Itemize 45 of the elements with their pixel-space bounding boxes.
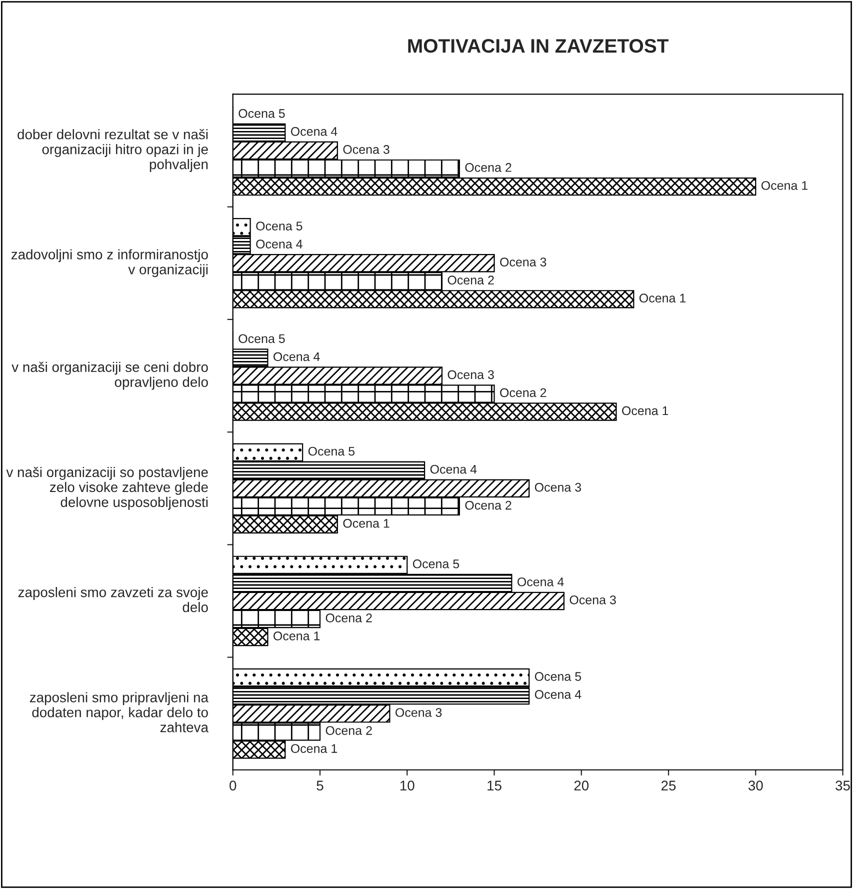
text: Ocena 2 (326, 613, 372, 622)
series-label: Ocena 2 (500, 388, 546, 398)
text: Ocena 3 (534, 482, 582, 492)
text: Ocena 2 (465, 500, 512, 510)
text: Ocena 3 (448, 370, 494, 380)
text: Ocena 4 (534, 690, 582, 699)
text: Ocena 4 (274, 352, 320, 362)
text: Ocena 4 (256, 240, 302, 248)
x-tick-label: 30 (748, 780, 763, 790)
series-label: Ocena 3 (500, 258, 546, 266)
text: Ocena 1 (761, 181, 808, 190)
x-tick-label: 20 (574, 780, 589, 790)
text: Ocena 4 (518, 577, 564, 586)
text: Ocena 2 (465, 163, 512, 172)
text: Ocena 3 (343, 145, 390, 154)
x-tick-label: 15 (488, 780, 502, 790)
text: Ocena 5 (238, 334, 285, 344)
text: Ocena 2 (448, 276, 494, 285)
text: Ocena 1 (274, 632, 320, 640)
x-tick-label: 10 (400, 780, 414, 790)
text: Ocena 4 (430, 464, 477, 474)
x-tick-label: 5 (316, 780, 324, 790)
chart-title: MOTIVACIJA IN ZAVZETOST (408, 38, 669, 53)
series-label: Ocena 5 (308, 446, 355, 456)
y-tick-label: zadovoljni smo z informiranostjo v organizaciji (11, 249, 208, 278)
y-tick-label: zaposleni smo zavzeti za svoje delo (18, 587, 208, 612)
y-tick-label: zaposleni smo pripravljeni na dodaten napor, kadar delo to zahteva (30, 692, 208, 732)
y-tick-label: v naši organizaciji se ceni dobro opravljeno delo (12, 362, 208, 390)
series-label: Ocena 1 (622, 406, 668, 416)
text: Ocena 5 (238, 109, 285, 118)
text: Ocena 3 (570, 595, 616, 604)
text: Ocena 5 (256, 222, 302, 230)
y-tick-label: v naši organizaciji so postavljene zelo visoke zahteve glede delovne usposobljenosti (6, 466, 208, 510)
text: Ocena 5 (534, 672, 582, 681)
text: Ocena 1 (639, 294, 686, 303)
text: Ocena 3 (396, 708, 442, 717)
x-tick-label: 25 (661, 780, 676, 790)
text: Ocena 1 (290, 744, 338, 753)
x-tick-label: 35 (836, 780, 850, 790)
text: Ocena 1 (343, 518, 390, 528)
series-label: Ocena 4 (290, 127, 338, 136)
text: Ocena 5 (412, 559, 460, 568)
x-tick-label: 0 (230, 780, 236, 790)
text: Ocena 2 (326, 726, 372, 735)
y-tick-label: dober delovni rezultat se v naši organizaciji hitro opazi in je pohvaljen (18, 129, 208, 172)
